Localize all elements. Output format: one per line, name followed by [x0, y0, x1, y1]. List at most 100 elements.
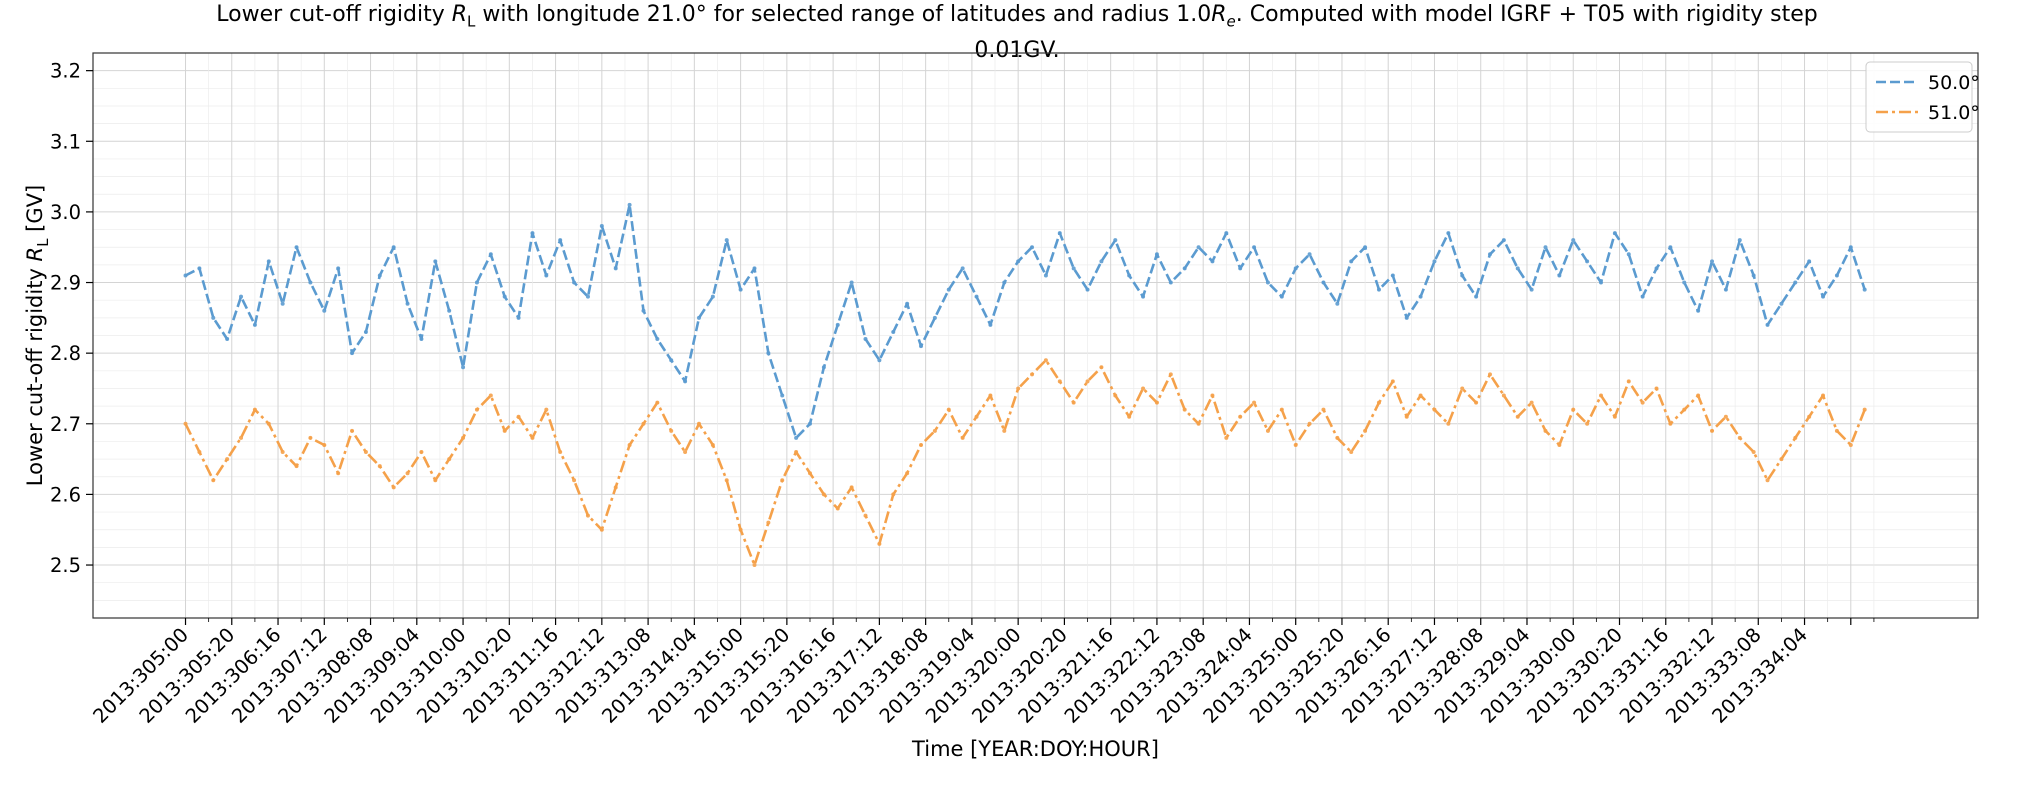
data-point: [1016, 259, 1021, 264]
data-point: [1099, 365, 1104, 370]
data-point: [1321, 407, 1326, 412]
data-point: [863, 337, 868, 342]
data-point: [1099, 259, 1104, 264]
data-point: [655, 400, 660, 405]
data-point: [877, 358, 882, 363]
data-point: [1349, 259, 1354, 264]
data-point: [1168, 372, 1173, 377]
data-point: [1002, 280, 1007, 285]
data-point: [1557, 273, 1562, 278]
data-point: [474, 280, 479, 285]
data-point: [585, 294, 590, 299]
y-tick-label: 3.0: [50, 201, 81, 224]
data-point: [1085, 379, 1090, 384]
data-point: [613, 266, 618, 271]
data-point: [1085, 287, 1090, 292]
data-point: [1307, 421, 1312, 426]
data-point: [1599, 280, 1603, 285]
data-point: [516, 414, 521, 419]
data-point: [974, 294, 979, 299]
data-point: [1723, 287, 1728, 292]
x-axis: 2013:305:002013:305:202013:306:162013:30…: [89, 618, 1875, 728]
data-point: [1834, 273, 1839, 278]
data-point: [585, 513, 590, 518]
data-point: [932, 428, 937, 433]
chart-title-line-1: Lower cut-off rigidity RL with longitude…: [216, 2, 1818, 31]
data-point: [447, 457, 452, 462]
data-point: [280, 301, 285, 306]
data-point: [669, 358, 674, 363]
data-point: [919, 344, 924, 349]
data-point: [1279, 407, 1284, 412]
data-point: [669, 428, 674, 433]
data-point: [405, 301, 410, 306]
data-point: [1626, 379, 1631, 384]
data-point: [683, 450, 688, 455]
data-point: [1141, 386, 1146, 391]
data-point: [780, 478, 785, 483]
data-point: [1474, 400, 1479, 405]
data-point: [1501, 238, 1506, 243]
data-point: [419, 450, 424, 455]
data-point: [1682, 280, 1687, 285]
data-point: [1612, 414, 1617, 419]
data-point: [1238, 266, 1243, 271]
data-point: [558, 238, 563, 243]
data-point: [252, 407, 257, 412]
data-point: [1043, 358, 1048, 363]
data-point: [1293, 266, 1298, 271]
legend: 50.0° 51.0°: [1865, 61, 1980, 133]
data-point: [1654, 386, 1659, 391]
y-tick-label: 3.1: [50, 130, 81, 153]
data-point: [211, 315, 216, 320]
data-point: [363, 450, 368, 455]
data-point: [1710, 259, 1715, 264]
data-point: [1501, 393, 1506, 398]
data-point: [1515, 266, 1520, 271]
data-point: [1265, 428, 1270, 433]
data-point: [905, 301, 910, 306]
data-point: [1821, 294, 1826, 299]
data-point: [1807, 259, 1812, 264]
data-point: [807, 421, 812, 426]
data-point: [738, 287, 743, 292]
data-point: [1460, 273, 1465, 278]
data-point: [1682, 407, 1687, 412]
data-point: [377, 464, 382, 469]
data-point: [1238, 414, 1243, 419]
data-point: [572, 280, 577, 285]
legend-entry: 50.0°: [1928, 72, 1980, 94]
data-point: [835, 506, 840, 511]
data-point: [1363, 428, 1368, 433]
data-point: [1349, 450, 1354, 455]
data-point: [239, 435, 244, 440]
data-point: [821, 365, 826, 370]
data-point: [683, 379, 688, 384]
data-point: [516, 315, 521, 320]
data-point: [433, 259, 438, 264]
data-point: [1127, 414, 1132, 419]
data-point: [558, 450, 563, 455]
data-point: [1043, 273, 1048, 278]
data-point: [1474, 294, 1479, 299]
data-point: [502, 294, 507, 299]
data-point: [197, 266, 202, 271]
data-point: [1154, 252, 1159, 257]
data-point: [1363, 245, 1368, 250]
data-point: [891, 329, 896, 334]
data-point: [322, 308, 327, 313]
data-point: [419, 337, 424, 342]
series-2: [183, 358, 1867, 568]
data-point: [363, 329, 368, 334]
data-point: [1265, 280, 1270, 285]
data-point: [766, 520, 771, 525]
data-point: [1446, 231, 1451, 236]
data-point: [1737, 238, 1742, 243]
data-point: [1390, 379, 1395, 384]
data-point: [1307, 252, 1312, 257]
y-tick-label: 2.5: [50, 554, 81, 577]
data-point: [932, 315, 937, 320]
data-point: [1793, 435, 1798, 440]
chart-title-line-2: 0.01GV.: [974, 38, 1060, 64]
data-point: [474, 407, 479, 412]
